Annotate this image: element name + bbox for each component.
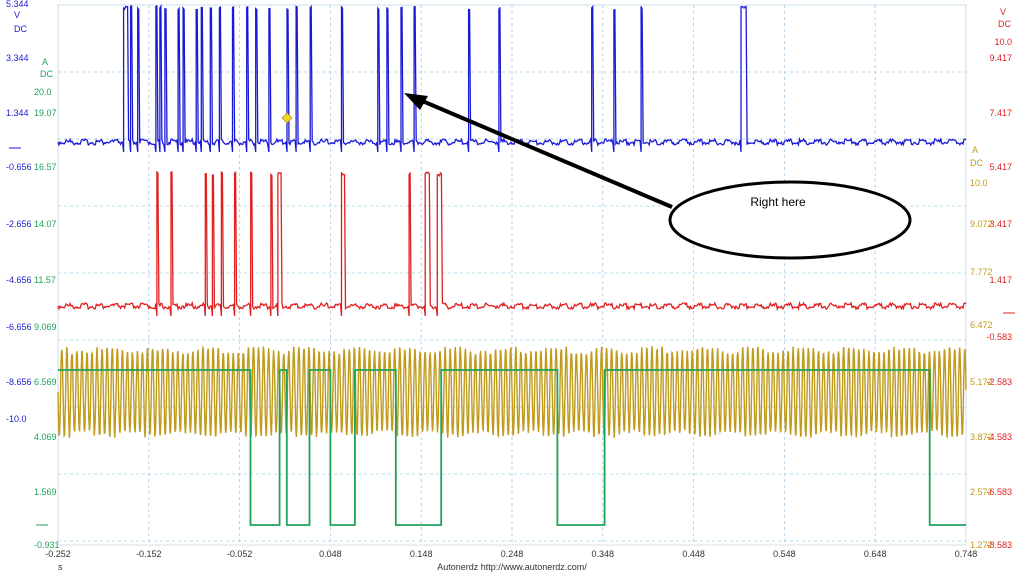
tick-label: 9.417 <box>989 53 1012 63</box>
tick-label: 20.0 <box>34 87 52 97</box>
arrow-head <box>404 93 428 110</box>
blue-voltage-trace <box>57 3 967 153</box>
tick-label: -0.931 <box>34 540 60 550</box>
unit-label: V <box>14 10 20 20</box>
tick-label: 3.344 <box>6 53 29 63</box>
x-tick-label: 0.148 <box>410 549 433 559</box>
tick-label: 5.417 <box>989 162 1012 172</box>
tick-label: -10.0 <box>6 414 27 424</box>
tick-label: 3.417 <box>989 219 1012 229</box>
tick-label: -4.583 <box>986 432 1012 442</box>
tick-label: 19.07 <box>34 108 57 118</box>
unit-label: DC <box>998 19 1011 29</box>
callout-text: Right here <box>750 195 806 209</box>
gold-current-trace <box>57 345 967 439</box>
axis-labels: 5.344 3.344 1.344 -0.656 -2.656 -4.656 -6.656 -… <box>6 0 1015 572</box>
blue-series-line <box>57 3 967 153</box>
grid <box>57 4 967 546</box>
tick-label: 7.772 <box>970 267 993 277</box>
unit-label: A <box>42 57 48 67</box>
tick-label: 7.417 <box>989 108 1012 118</box>
tick-label: -0.583 <box>986 332 1012 342</box>
tick-label: 11.57 <box>34 275 56 285</box>
plot-frame <box>57 4 967 546</box>
x-tick-label: 0.048 <box>319 549 342 559</box>
tick-label: -4.656 <box>6 275 32 285</box>
tick-label: -2.656 <box>6 219 32 229</box>
unit-label: A <box>972 145 978 155</box>
callout-arrow <box>419 98 673 209</box>
tick-label: 3.872 <box>970 432 993 442</box>
tick-label: -6.656 <box>6 322 32 332</box>
unit-label: DC <box>970 158 983 168</box>
x-tick-label: 0.348 <box>592 549 615 559</box>
tick-label: -8.583 <box>986 540 1012 550</box>
tick-label: 1.272 <box>970 540 993 550</box>
x-tick-label: 0.448 <box>682 549 705 559</box>
red-voltage-trace <box>57 170 967 317</box>
marker-diamond <box>281 112 293 124</box>
x-tick-label: -0.052 <box>227 549 253 559</box>
tick-label: 1.344 <box>6 108 29 118</box>
tick-label: 14.07 <box>34 219 57 229</box>
footer-credit: Autonerdz http://www.autonerdz.com/ <box>437 562 587 572</box>
x-tick-label: 0.548 <box>773 549 796 559</box>
tick-label: 1.569 <box>34 487 57 497</box>
green-current-trace <box>58 369 966 526</box>
tick-label: 16.57 <box>34 162 57 172</box>
tick-label: 9.072 <box>970 219 993 229</box>
callout-ellipse <box>668 180 912 260</box>
tick-label: -8.656 <box>6 377 32 387</box>
tick-label: 10.0 <box>994 37 1012 47</box>
green-series-line <box>58 369 966 526</box>
tick-label: 5.172 <box>970 377 993 387</box>
unit-label: V <box>1000 7 1006 17</box>
unit-label: DC <box>14 24 27 34</box>
red-series-line <box>57 170 967 317</box>
tick-label: 1.417 <box>989 275 1012 285</box>
tick-label: 2.572 <box>970 487 993 497</box>
tick-label: 6.569 <box>34 377 57 387</box>
x-tick-label: -0.252 <box>45 549 71 559</box>
tick-label: 5.344 <box>6 0 29 9</box>
unit-label: DC <box>40 69 53 79</box>
x-tick-label: 0.648 <box>864 549 887 559</box>
tick-label: 9.069 <box>34 322 57 332</box>
x-tick-label: 0.248 <box>501 549 524 559</box>
tick-label: 4.069 <box>34 432 57 442</box>
tick-label: 6.472 <box>970 320 993 330</box>
x-tick-label: 0.748 <box>955 549 978 559</box>
tick-label: 10.0 <box>970 178 988 188</box>
tick-label: -0.656 <box>6 162 32 172</box>
tick-label: -6.583 <box>986 487 1012 497</box>
x-unit-label: s <box>58 562 63 572</box>
gold-series-line <box>57 345 967 439</box>
tick-label: -2.583 <box>986 377 1012 387</box>
x-tick-label: -0.152 <box>136 549 162 559</box>
